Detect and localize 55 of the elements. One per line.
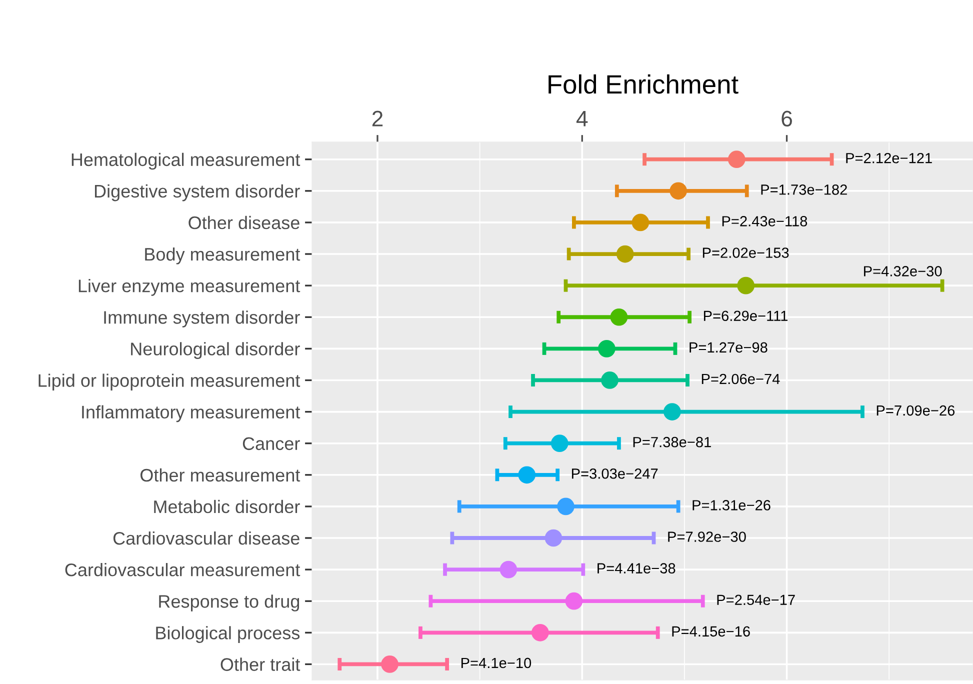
point <box>663 403 681 420</box>
annotation: P=7.38e−81 <box>633 436 711 448</box>
y-tick-label: Other trait <box>220 658 300 671</box>
annotation: P=7.92e−30 <box>668 532 746 542</box>
annotation: P=4.41e−38 <box>598 563 676 574</box>
y-tick-label: Metabolic disorder <box>154 500 300 514</box>
point <box>598 340 616 358</box>
y-tick-label: Other measurement <box>140 468 300 482</box>
point <box>632 214 650 232</box>
y-tick-label: Response to drug <box>159 594 300 612</box>
point <box>565 592 583 610</box>
annotation: P=1.73e−182 <box>761 184 847 195</box>
annotation: P=7.09e−26 <box>876 405 955 416</box>
y-tick-label: Cardiovascular disease <box>113 531 300 545</box>
y-tick-label: Digestive system disorder <box>94 184 300 202</box>
x-tick-label: 6 <box>782 110 792 126</box>
annotation: P=1.27e−98 <box>690 342 768 353</box>
y-tick-label: Neurological disorder <box>131 342 300 359</box>
point <box>500 560 518 578</box>
annotation: P=1.31e−26 <box>692 500 770 510</box>
annotation: P=2.12e−121 <box>846 152 932 164</box>
annotation: P=4.32e−30 <box>864 266 942 276</box>
annotation: P=4.1e−10 <box>461 658 532 668</box>
annotation: P=6.29e−111 <box>704 310 788 322</box>
annotation: P=2.54e−17 <box>717 594 795 606</box>
y-tick-label: Biological process <box>156 626 300 643</box>
point <box>670 182 687 200</box>
x-tick-label: 4 <box>576 110 588 126</box>
point <box>518 466 536 484</box>
y-tick-label: Hematological measurement <box>72 152 300 170</box>
annotation: P=2.06e−74 <box>702 374 780 384</box>
y-tick-label: Cardiovascular measurement <box>65 563 300 576</box>
point <box>616 245 634 263</box>
y-tick-label: Other disease <box>188 216 300 230</box>
y-tick-label: Liver enzyme measurement <box>78 279 300 296</box>
point <box>557 498 574 516</box>
point <box>531 624 549 642</box>
annotation: P=3.03e−247 <box>572 468 658 479</box>
annotation: P=4.15e−16 <box>672 626 750 637</box>
annotation: P=2.43e−118 <box>722 216 808 226</box>
point <box>610 308 628 326</box>
y-tick-label: Immune system disorder <box>104 310 300 328</box>
y-tick-label: Lipid or lipoprotein measurement <box>38 374 300 391</box>
annotation: P=2.02e−153 <box>702 248 789 258</box>
point <box>550 434 568 452</box>
y-tick-label: Cancer <box>242 437 300 450</box>
x-axis-title: Fold Enrichment <box>548 74 738 94</box>
point <box>728 150 746 168</box>
x-tick-label: 2 <box>372 110 383 126</box>
point <box>544 529 562 547</box>
y-tick-label: Inflammatory measurement <box>82 405 300 422</box>
point <box>737 276 755 294</box>
point <box>381 656 398 673</box>
y-tick-label: Body measurement <box>145 247 300 264</box>
point <box>601 372 618 389</box>
